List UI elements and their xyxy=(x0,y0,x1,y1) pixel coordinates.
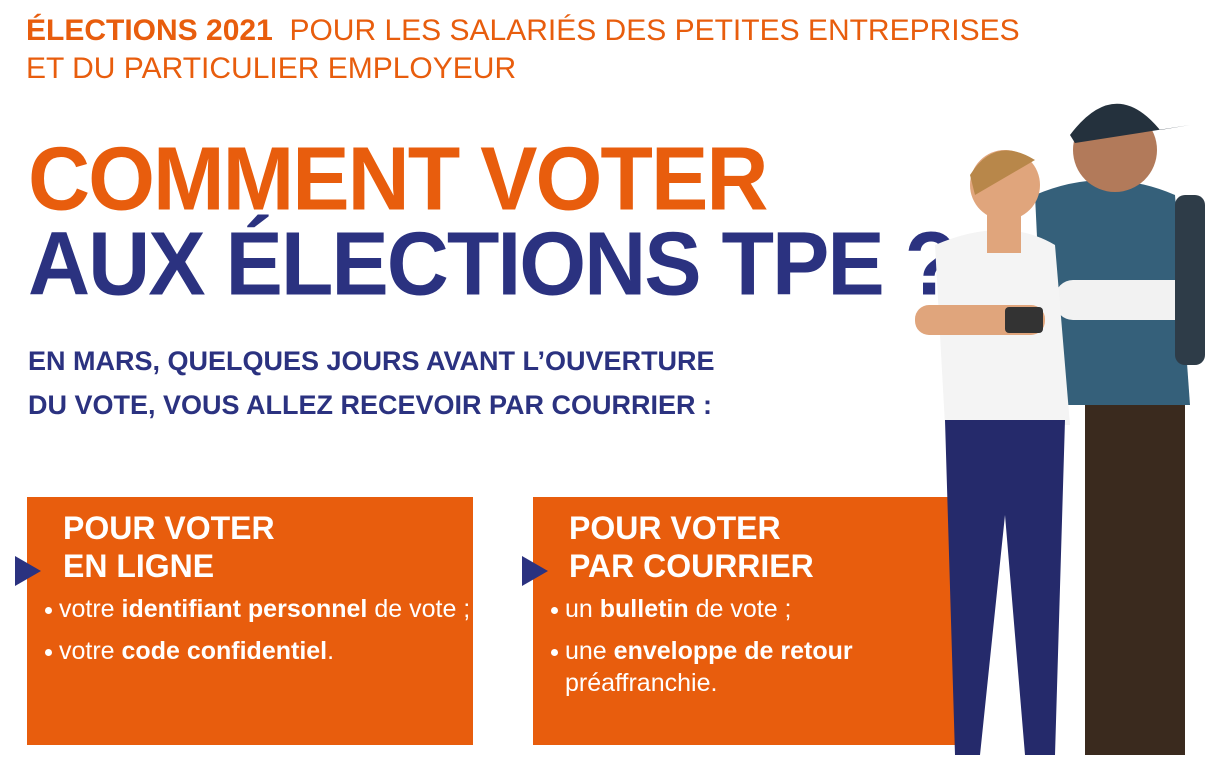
heading-line: POUR VOTER xyxy=(63,510,275,546)
subtitle: EN MARS, QUELQUES JOURS AVANT L’OUVERTUR… xyxy=(28,346,715,376)
box-heading: POUR VOTER PAR COURRIER xyxy=(569,509,955,585)
bullet-item: votre code confidentiel. xyxy=(45,635,473,667)
text: votre xyxy=(59,637,122,665)
bullet-item: votre identifiant personnel de vote ; xyxy=(45,593,473,625)
heading-line: PAR COURRIER xyxy=(569,548,814,584)
bullet-item: un bulletin de vote ; xyxy=(551,593,955,625)
text: votre xyxy=(59,595,122,623)
text: . xyxy=(327,637,335,665)
bold-text: enveloppe de retour xyxy=(613,637,853,665)
arrow xyxy=(15,556,41,586)
header-highlight: ÉLECTIONS 2021 xyxy=(26,14,273,47)
info-box: POUR VOTER PAR COURRIER un bulletin de vot… xyxy=(533,497,955,745)
header-text: ET DU PARTICULIER EMPLOYEUR xyxy=(26,52,517,85)
bullet-list: un bulletin de vote ; une enveloppe de re… xyxy=(551,593,955,699)
text: de vote ; xyxy=(688,595,792,623)
bullet-item: une enveloppe de retour préaffranchie. xyxy=(551,635,955,699)
arrow xyxy=(522,556,548,586)
box-heading: POUR VOTER EN LIGNE xyxy=(63,509,473,585)
bold-text: bulletin xyxy=(599,595,689,623)
header-line: ÉLECTIONS 2021 POUR LES SALARIÉS DES PET… xyxy=(26,14,1020,48)
heading-line: EN LIGNE xyxy=(63,548,215,584)
header-text: POUR LES SALARIÉS DES PETITES ENTREPRISE… xyxy=(289,14,1020,47)
text: préaffranchie. xyxy=(565,637,860,697)
text: une xyxy=(565,637,614,665)
info-box: POUR VOTER EN LIGNE votre identifiant pers… xyxy=(27,497,473,745)
illustration xyxy=(915,103,1205,755)
bullet-list: votre identifiant personnel de vote ; vot… xyxy=(45,593,473,667)
title: AUX ÉLECTIONS TPE ? xyxy=(28,213,957,315)
subtitle: DU VOTE, VOUS ALLEZ RECEVOIR PAR COURRIE… xyxy=(28,390,713,420)
bold-text: code confidentiel xyxy=(121,637,328,665)
heading-line: POUR VOTER xyxy=(569,510,781,546)
text: de vote ; xyxy=(367,595,471,623)
text: un xyxy=(565,595,600,623)
bold-text: identifiant personnel xyxy=(121,595,368,623)
title: COMMENT VOTER xyxy=(28,128,768,230)
